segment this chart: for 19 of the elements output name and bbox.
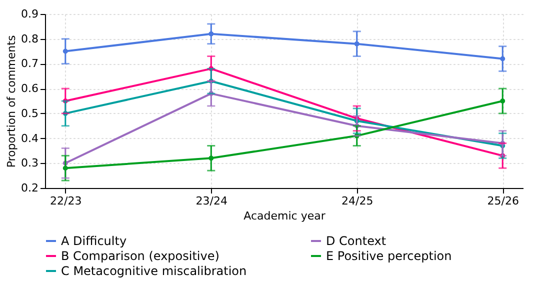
y-tick-label: 0.3	[21, 156, 38, 170]
x-axis-title: Academic year	[244, 210, 326, 222]
y-tick-label: 0.6	[21, 82, 38, 96]
y-tick-label: 0.5	[21, 106, 38, 120]
x-tick-label: 25/26	[487, 194, 519, 208]
y-tick-label: 0.7	[21, 57, 38, 70]
x-tick-label: 23/24	[196, 194, 228, 208]
y-tick-label: 0.4	[21, 132, 38, 145]
y-tick-label: 0.8	[21, 32, 38, 46]
legend-label: A Difficulty	[61, 234, 127, 248]
legend-label: C Metacognitive miscalibration	[61, 264, 247, 278]
y-tick-label: 0.2	[21, 182, 38, 194]
legend-label: B Comparison (expositive)	[61, 249, 220, 263]
y-axis-title: Proportion of comments	[5, 35, 18, 168]
x-tick-label: 22/23	[50, 194, 82, 208]
legend-label: D Context	[326, 234, 386, 248]
x-tick-label: 24/25	[342, 194, 374, 208]
y-tick-label: 0.9	[21, 8, 38, 20]
legend-label: E Positive perception	[326, 249, 452, 263]
